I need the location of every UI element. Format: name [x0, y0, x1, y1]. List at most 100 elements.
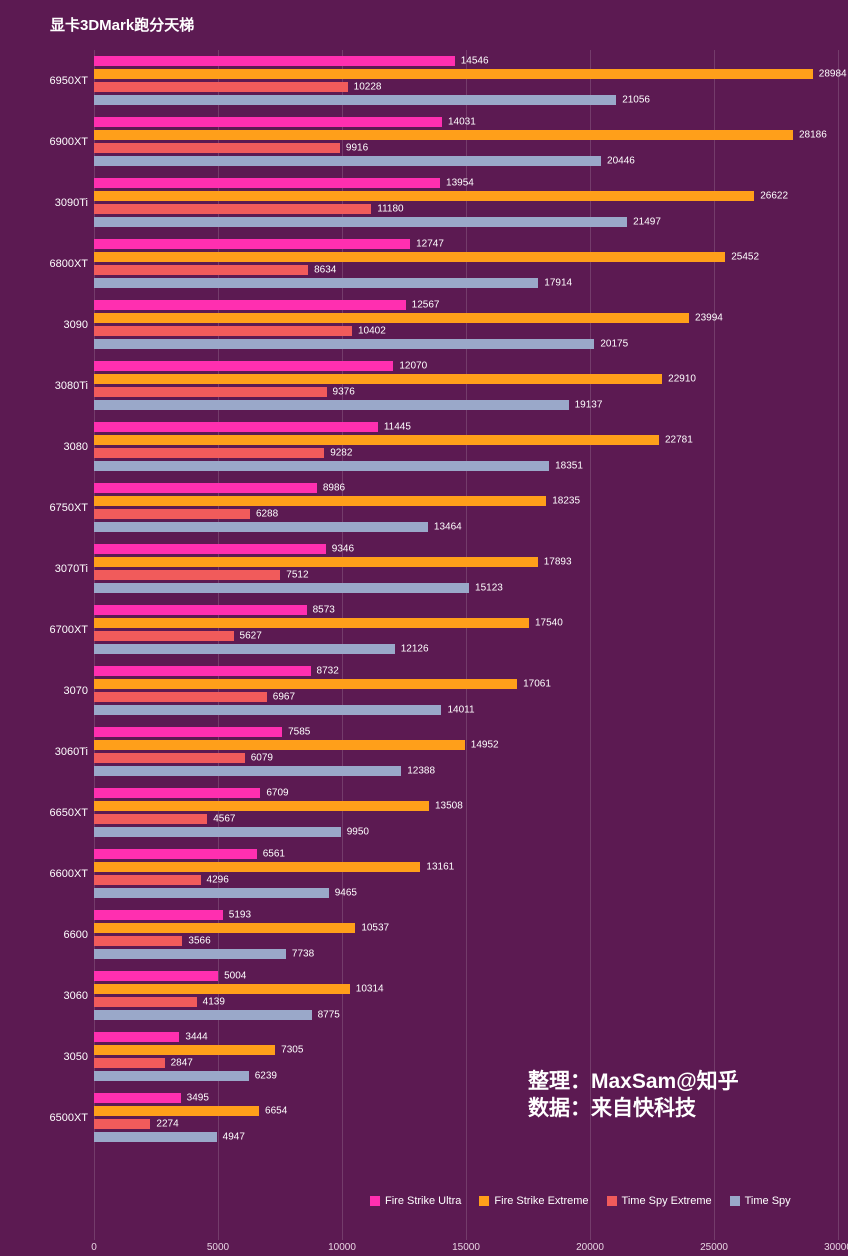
- credits-line2: 数据：来自快科技: [528, 1095, 739, 1122]
- bar: 12126: [94, 644, 395, 654]
- bar: 6288: [94, 509, 250, 519]
- bar: 10537: [94, 923, 355, 933]
- legend-swatch: [607, 1196, 617, 1206]
- x-tick-label: 20000: [576, 1242, 604, 1253]
- bar-value-label: 13161: [426, 862, 454, 873]
- bar: 8986: [94, 483, 317, 493]
- bar: 5004: [94, 971, 218, 981]
- bar: 14546: [94, 56, 455, 66]
- bar-value-label: 8634: [314, 265, 336, 276]
- bar: 18351: [94, 461, 549, 471]
- bar-value-label: 5004: [224, 971, 246, 982]
- bar-value-label: 2274: [156, 1119, 178, 1130]
- bar: 10314: [94, 984, 350, 994]
- bar: 21497: [94, 217, 627, 227]
- bar: 13464: [94, 522, 428, 532]
- bar-value-label: 9282: [330, 448, 352, 459]
- bar: 5627: [94, 631, 234, 641]
- bar-value-label: 22910: [668, 374, 696, 385]
- bar-value-label: 12567: [412, 300, 440, 311]
- y-category-label: 3090Ti: [55, 197, 88, 209]
- credits-overlay: 整理：MaxSam@知乎 数据：来自快科技: [528, 1068, 739, 1123]
- bar-value-label: 19137: [575, 400, 603, 411]
- bar-value-label: 26622: [760, 191, 788, 202]
- bar: 23994: [94, 313, 689, 323]
- bar: 14031: [94, 117, 442, 127]
- bar: 17914: [94, 278, 538, 288]
- bar-value-label: 14011: [447, 705, 474, 716]
- bar-value-label: 11445: [384, 422, 411, 433]
- bar-value-label: 12126: [401, 644, 429, 655]
- plot-area: 0500010000150002000025000300006950XT1454…: [94, 50, 838, 1240]
- bar: 9465: [94, 888, 329, 898]
- bar: 5193: [94, 910, 223, 920]
- bar: 8732: [94, 666, 311, 676]
- y-category-label: 3060: [64, 990, 88, 1002]
- y-category-label: 3080: [64, 441, 88, 453]
- bar: 22781: [94, 435, 659, 445]
- bar: 10402: [94, 326, 352, 336]
- bar-value-label: 2847: [171, 1058, 193, 1069]
- y-category-label: 6800XT: [49, 258, 88, 270]
- bar-value-label: 21056: [622, 95, 650, 106]
- y-category-label: 3060Ti: [55, 746, 88, 758]
- bar-value-label: 12388: [407, 766, 435, 777]
- legend-item: Time Spy: [730, 1195, 791, 1207]
- bar: 6079: [94, 753, 245, 763]
- bar-value-label: 28186: [799, 130, 827, 141]
- legend-swatch: [479, 1196, 489, 1206]
- bar-value-label: 17540: [535, 618, 563, 629]
- bar: 9346: [94, 544, 326, 554]
- legend-item: Fire Strike Extreme: [479, 1195, 588, 1207]
- bar-value-label: 20175: [600, 339, 628, 350]
- bar-value-label: 15123: [475, 583, 503, 594]
- bar: 14011: [94, 705, 441, 715]
- bar: 4139: [94, 997, 197, 1007]
- bar-value-label: 7738: [292, 949, 314, 960]
- bar: 3495: [94, 1093, 181, 1103]
- bar: 9282: [94, 448, 324, 458]
- bar-value-label: 6288: [256, 509, 278, 520]
- bar: 25452: [94, 252, 725, 262]
- x-tick-label: 0: [91, 1242, 97, 1253]
- x-tick-label: 25000: [700, 1242, 728, 1253]
- bar-value-label: 3566: [188, 936, 210, 947]
- bar-value-label: 5193: [229, 910, 251, 921]
- bar: 10228: [94, 82, 348, 92]
- legend-label: Time Spy: [745, 1195, 791, 1207]
- y-category-label: 3070: [64, 685, 88, 697]
- bar: 11180: [94, 204, 371, 214]
- bar-value-label: 10402: [358, 326, 386, 337]
- bar-value-label: 9346: [332, 544, 354, 555]
- bar: 6654: [94, 1106, 259, 1116]
- bar-value-label: 23994: [695, 313, 723, 324]
- bar: 8634: [94, 265, 308, 275]
- bar-value-label: 28984: [819, 69, 847, 80]
- bar: 9376: [94, 387, 327, 397]
- gridline: [466, 50, 467, 1240]
- legend-swatch: [730, 1196, 740, 1206]
- bar-value-label: 6561: [263, 849, 285, 860]
- bar-value-label: 21497: [633, 217, 661, 228]
- credits-line1: 整理：MaxSam@知乎: [528, 1068, 739, 1095]
- bar: 19137: [94, 400, 569, 410]
- bar-value-label: 7305: [281, 1045, 303, 1056]
- bar-value-label: 17914: [544, 278, 572, 289]
- bar: 17061: [94, 679, 517, 689]
- x-tick-label: 30000: [824, 1242, 848, 1253]
- bar-value-label: 13954: [446, 178, 474, 189]
- x-tick-label: 15000: [452, 1242, 480, 1253]
- gridline: [714, 50, 715, 1240]
- bar: 28186: [94, 130, 793, 140]
- bar: 4947: [94, 1132, 217, 1142]
- bar: 2847: [94, 1058, 165, 1068]
- y-category-label: 6700XT: [49, 624, 88, 636]
- bar-value-label: 9950: [347, 827, 369, 838]
- bar-value-label: 3495: [187, 1093, 209, 1104]
- bar-value-label: 9376: [333, 387, 355, 398]
- x-tick-label: 10000: [328, 1242, 356, 1253]
- bar-value-label: 8775: [318, 1010, 340, 1021]
- bar: 9950: [94, 827, 341, 837]
- bar-value-label: 10314: [356, 984, 384, 995]
- bar: 22910: [94, 374, 662, 384]
